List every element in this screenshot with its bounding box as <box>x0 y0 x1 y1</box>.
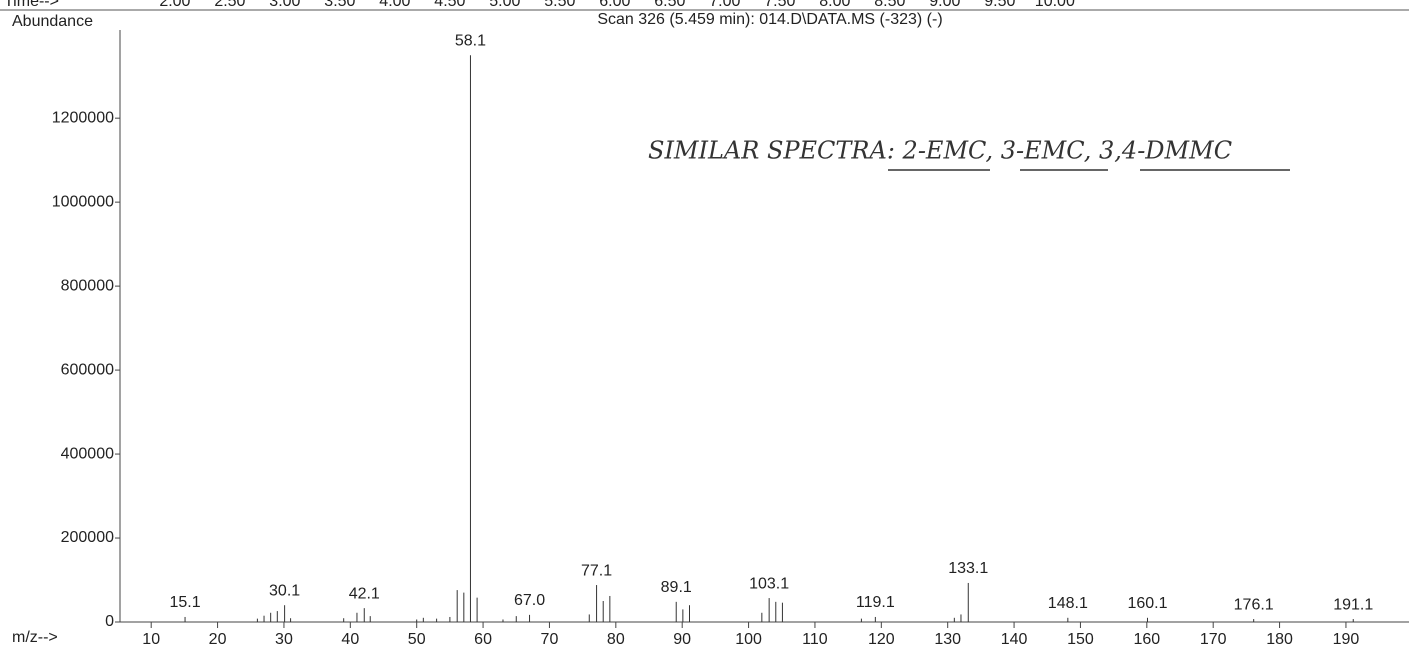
x-tick-label: 130 <box>934 631 961 648</box>
x-tick-label: 180 <box>1266 631 1293 648</box>
chart-title: Scan 326 (5.459 min): 014.D\DATA.MS (-32… <box>597 11 942 28</box>
time-tick-label: 5.00 <box>489 0 520 10</box>
x-tick-label: 120 <box>868 631 895 648</box>
y-axis-label: Abundance <box>12 13 93 30</box>
time-axis-label: Time--> <box>4 0 59 10</box>
x-tick-label: 160 <box>1133 631 1160 648</box>
peak-label: 58.1 <box>455 32 486 49</box>
peak-label: 42.1 <box>349 585 380 602</box>
time-tick-label: 8.50 <box>874 0 905 10</box>
time-tick-label: 3.50 <box>324 0 355 10</box>
time-tick-label: 4.00 <box>379 0 410 10</box>
peak-label: 89.1 <box>661 579 692 596</box>
time-tick-label: 10.00 <box>1035 0 1075 10</box>
time-tick-label: 6.00 <box>599 0 630 10</box>
time-tick-label: 2.50 <box>214 0 245 10</box>
peak-label: 160.1 <box>1127 595 1167 612</box>
x-tick-label: 150 <box>1067 631 1094 648</box>
y-tick-label: 0 <box>105 613 114 630</box>
x-tick-label: 80 <box>607 631 625 648</box>
peak-label: 148.1 <box>1048 595 1088 612</box>
x-tick-label: 60 <box>474 631 492 648</box>
x-tick-label: 70 <box>541 631 559 648</box>
x-tick-label: 110 <box>802 631 828 648</box>
peak-label: 191.1 <box>1333 596 1373 613</box>
time-tick-label: 8.00 <box>819 0 850 10</box>
x-tick-label: 90 <box>673 631 691 648</box>
time-tick-label: 2.00 <box>159 0 190 10</box>
y-tick-label: 1000000 <box>52 193 114 210</box>
x-tick-label: 20 <box>209 631 227 648</box>
peak-label: 133.1 <box>948 560 988 577</box>
x-tick-label: 100 <box>735 631 762 648</box>
x-tick-label: 190 <box>1333 631 1360 648</box>
peak-label: 15.1 <box>169 594 200 611</box>
peak-label: 103.1 <box>749 575 789 592</box>
time-tick-label: 5.50 <box>544 0 575 10</box>
annotation: SIMILAR SPECTRA: 2-EMC, 3-EMC, 3,4-DMMC <box>648 137 1232 165</box>
x-tick-label: 10 <box>142 631 160 648</box>
time-tick-label: 3.00 <box>269 0 300 10</box>
y-tick-label: 800000 <box>61 277 114 294</box>
time-tick-label: 7.50 <box>764 0 795 10</box>
x-tick-label: 50 <box>408 631 426 648</box>
time-tick-label: 9.00 <box>929 0 960 10</box>
peak-label: 77.1 <box>581 562 612 579</box>
x-tick-label: 30 <box>275 631 293 648</box>
x-tick-label: 140 <box>1001 631 1028 648</box>
peak-label: 30.1 <box>269 582 300 599</box>
y-tick-label: 1200000 <box>52 109 114 126</box>
x-axis-label: m/z--> <box>12 629 58 646</box>
y-tick-label: 600000 <box>61 361 114 378</box>
peak-label: 119.1 <box>856 594 895 611</box>
time-tick-label: 9.50 <box>984 0 1015 10</box>
y-tick-label: 400000 <box>61 445 114 462</box>
x-tick-label: 170 <box>1200 631 1227 648</box>
time-tick-label: 6.50 <box>654 0 685 10</box>
peak-label: 176.1 <box>1234 596 1274 613</box>
time-tick-label: 7.00 <box>709 0 740 10</box>
peak-label: 67.0 <box>514 592 545 609</box>
time-tick-label: 4.50 <box>434 0 465 10</box>
y-tick-label: 200000 <box>61 529 114 546</box>
x-tick-label: 40 <box>341 631 359 648</box>
